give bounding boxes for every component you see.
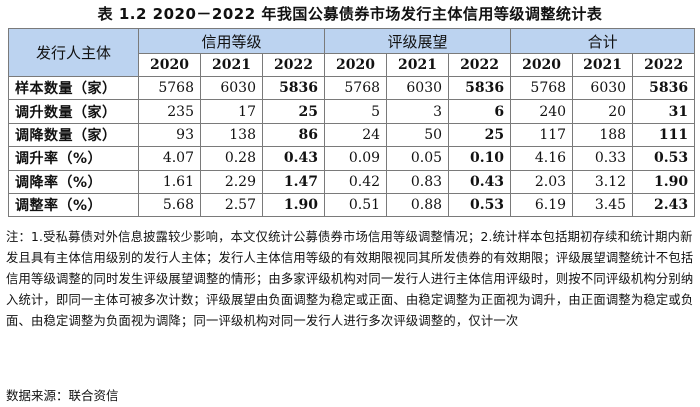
year-header: 2022 (261, 53, 326, 77)
group-header-credit-rating: 信用等级 (137, 28, 326, 54)
table-cell: 3.45 (572, 192, 634, 218)
table-cell: 235 (138, 99, 201, 124)
table-cell: 50 (386, 122, 450, 148)
table-cell: 1.61 (138, 169, 201, 194)
table-cell: 17 (200, 99, 263, 124)
table-cell: 0.33 (572, 146, 634, 171)
table-cell: 1.90 (632, 169, 696, 194)
table-cell: 0.43 (448, 169, 512, 194)
table-cell: 6030 (572, 75, 634, 101)
table-cell: 111 (632, 122, 696, 148)
year-header: 2020 (510, 53, 574, 77)
table-row-downgrade-rate: 调降率（%） 1.61 2.29 1.47 0.42 0.83 0.43 2.0… (8, 169, 696, 194)
group-header-outlook: 评级展望 (324, 28, 512, 54)
table-cell: 25 (261, 99, 326, 124)
rating-adjustment-table: 发行人主体 信用等级 评级展望 合计 2020 2021 2022 2020 2… (8, 28, 696, 218)
table-cell: 6.19 (510, 192, 574, 218)
table-cell: 5836 (632, 75, 696, 101)
table-cell: 3 (386, 99, 450, 124)
table-cell: 24 (324, 122, 388, 148)
year-header: 2022 (632, 53, 696, 77)
table-cell: 188 (572, 122, 634, 148)
table-cell: 5836 (261, 75, 326, 101)
table-row-downgrade-count: 调降数量（家） 93 138 86 24 50 25 117 188 111 (8, 122, 696, 148)
year-header: 2020 (138, 53, 201, 77)
table-cell: 3.12 (572, 169, 634, 194)
year-header: 2022 (448, 53, 512, 77)
table-row-upgrade-rate: 调升率（%） 4.07 0.28 0.43 0.09 0.05 0.10 4.1… (8, 146, 696, 171)
table-cell: 4.16 (510, 146, 574, 171)
table-cell: 5768 (510, 75, 574, 101)
table-cell: 2.57 (200, 192, 263, 218)
table-cell: 1.47 (261, 169, 326, 194)
year-header: 2020 (324, 53, 388, 77)
row-label: 调整率（%） (8, 192, 139, 218)
row-label: 样本数量（家） (8, 75, 139, 101)
table-cell: 0.28 (200, 146, 263, 171)
table-cell: 0.10 (448, 146, 512, 171)
table-row-upgrade-count: 调升数量（家） 235 17 25 5 3 6 240 20 31 (8, 99, 696, 124)
row-label: 调降率（%） (8, 169, 139, 194)
table-cell: 117 (510, 122, 574, 148)
table-cell: 2.43 (632, 192, 696, 218)
table-cell: 0.05 (386, 146, 450, 171)
table-cell: 240 (510, 99, 574, 124)
year-header: 2021 (386, 53, 450, 77)
table-cell: 5768 (324, 75, 388, 101)
table-cell: 5.68 (138, 192, 201, 218)
table-cell: 5768 (138, 75, 201, 101)
year-header: 2021 (572, 53, 634, 77)
table-cell: 0.88 (386, 192, 450, 218)
year-header-row: 2020 2021 2022 2020 2021 2022 2020 2021 … (9, 53, 696, 77)
table-title: 表 1.2 2020－2022 年我国公募债券市场发行主体信用等级调整统计表 (97, 5, 603, 23)
table-row-adjustment-rate: 调整率（%） 5.68 2.57 1.90 0.51 0.88 0.53 6.1… (8, 192, 696, 218)
row-header-cell: 发行人主体 (8, 28, 139, 77)
table-cell: 2.03 (510, 169, 574, 194)
table-cell: 0.43 (261, 146, 326, 171)
table-cell: 138 (200, 122, 263, 148)
table-cell: 0.09 (324, 146, 388, 171)
group-header-row: 发行人主体 信用等级 评级展望 合计 (8, 28, 696, 77)
table-row-sample: 样本数量（家） 5768 6030 5836 5768 6030 5836 57… (8, 75, 696, 101)
table-cell: 25 (448, 122, 512, 148)
table-cell: 5 (324, 99, 388, 124)
table-cell: 0.42 (324, 169, 388, 194)
table-cell: 0.51 (324, 192, 388, 218)
row-label: 调降数量（家） (8, 122, 139, 148)
table-cell: 5836 (448, 75, 512, 101)
table-cell: 20 (572, 99, 634, 124)
table-cell: 31 (632, 99, 696, 124)
data-source: 数据来源：联合资信 (6, 388, 119, 403)
table-cell: 1.90 (261, 192, 326, 218)
year-header: 2021 (200, 53, 263, 77)
table-cell: 0.83 (386, 169, 450, 194)
table-cell: 6 (448, 99, 512, 124)
table-cell: 0.53 (632, 146, 696, 171)
row-label: 调升率（%） (8, 146, 139, 171)
table-cell: 86 (261, 122, 326, 148)
table-cell: 0.53 (448, 192, 512, 218)
table-cell: 2.29 (200, 169, 263, 194)
group-header-total: 合计 (510, 28, 696, 54)
table-cell: 6030 (386, 75, 450, 101)
row-label: 调升数量（家） (8, 99, 139, 124)
table-cell: 6030 (200, 75, 263, 101)
table-cell: 4.07 (138, 146, 201, 171)
table-note: 注：1.受私募债对外信息披露较少影响，本文仅统计公募债券市场信用等级调整情况；2… (6, 230, 694, 328)
table-cell: 93 (138, 122, 201, 148)
